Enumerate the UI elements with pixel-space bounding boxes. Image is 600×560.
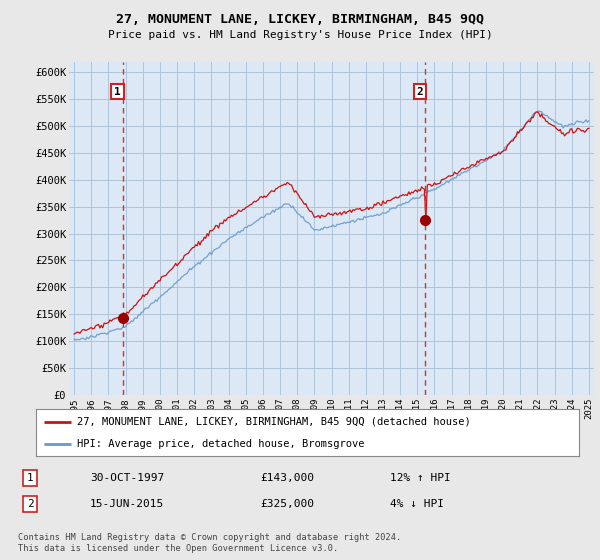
- Text: 15-JUN-2015: 15-JUN-2015: [90, 499, 164, 509]
- Text: 4% ↓ HPI: 4% ↓ HPI: [390, 499, 444, 509]
- Text: Contains HM Land Registry data © Crown copyright and database right 2024.
This d: Contains HM Land Registry data © Crown c…: [18, 533, 401, 553]
- Text: Price paid vs. HM Land Registry's House Price Index (HPI): Price paid vs. HM Land Registry's House …: [107, 30, 493, 40]
- Text: 27, MONUMENT LANE, LICKEY, BIRMINGHAM, B45 9QQ: 27, MONUMENT LANE, LICKEY, BIRMINGHAM, B…: [116, 13, 484, 26]
- Text: £143,000: £143,000: [260, 473, 314, 483]
- Text: 2: 2: [416, 87, 424, 96]
- Text: 30-OCT-1997: 30-OCT-1997: [90, 473, 164, 483]
- Text: 12% ↑ HPI: 12% ↑ HPI: [390, 473, 451, 483]
- Text: 1: 1: [114, 87, 121, 96]
- Text: 1: 1: [26, 473, 34, 483]
- Text: 27, MONUMENT LANE, LICKEY, BIRMINGHAM, B45 9QQ (detached house): 27, MONUMENT LANE, LICKEY, BIRMINGHAM, B…: [77, 417, 470, 427]
- Text: 2: 2: [26, 499, 34, 509]
- Text: HPI: Average price, detached house, Bromsgrove: HPI: Average price, detached house, Brom…: [77, 438, 364, 449]
- Text: £325,000: £325,000: [260, 499, 314, 509]
